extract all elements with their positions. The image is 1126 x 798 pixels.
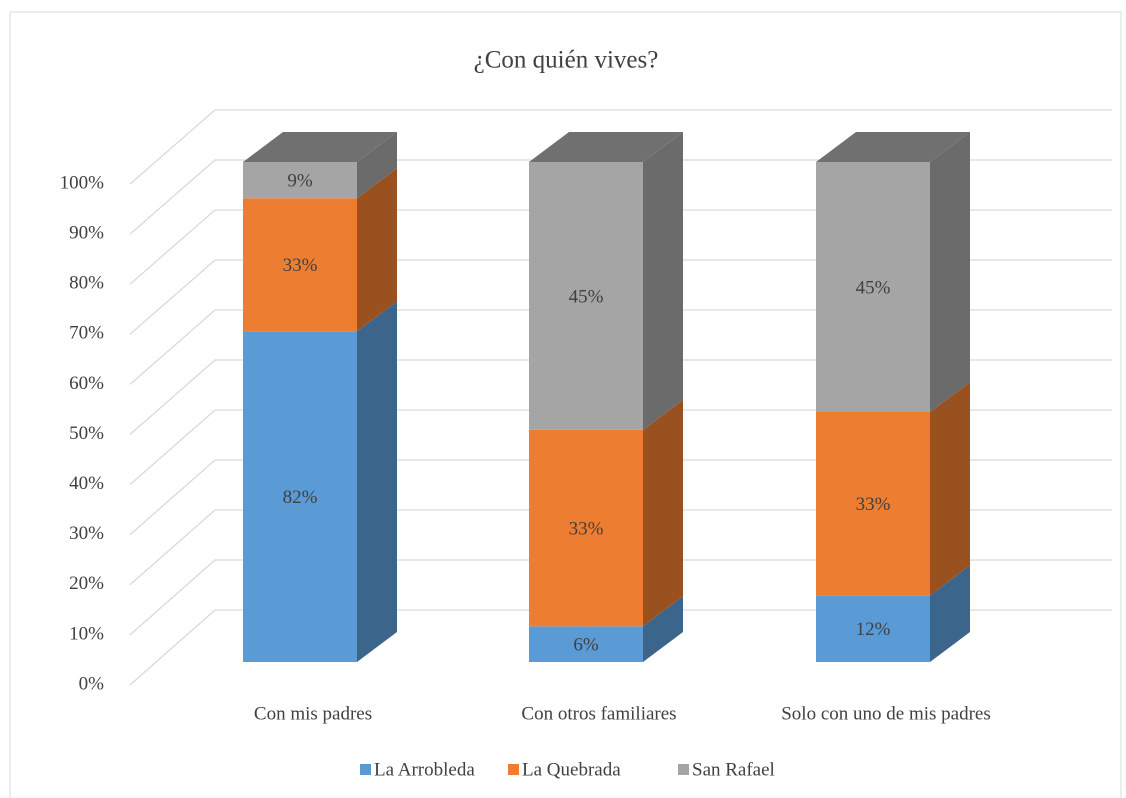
data-label: 6% [573,635,599,656]
grid-line [129,509,1112,586]
data-label: 33% [856,494,891,515]
bar [529,162,643,430]
bar-side [357,301,397,662]
bar [243,331,357,662]
chart-title: ¿Con quién vives? [474,47,659,74]
y-tick-label: 90% [69,222,104,243]
grid-line [129,559,1112,636]
bar [529,429,643,627]
data-label: 45% [569,286,604,307]
bar-side [930,565,970,662]
y-tick-label: 50% [69,423,104,444]
grid-line [129,409,1112,486]
legend-swatch [678,764,689,775]
data-label: 45% [856,277,891,298]
x-tick-label: Con mis padres [254,703,372,724]
bar-side [643,132,683,430]
x-tick-label: Con otros familiares [521,703,676,724]
bar [243,198,357,332]
x-tick-label: Solo con uno de mis padres [781,703,991,724]
legend-label: La Arrobleda [374,759,475,780]
bar [243,162,357,199]
grid-line [129,109,1112,185]
y-tick-label: 0% [79,673,105,694]
grid-line [129,309,1112,385]
y-tick-label: 80% [69,273,104,294]
y-tick-label: 40% [69,473,104,494]
legend-swatch [508,764,519,775]
grid-line [129,459,1112,536]
bar [529,626,643,662]
grid-line [129,259,1112,335]
bar-side [357,168,397,332]
bar [816,162,930,412]
y-tick-label: 60% [69,373,104,394]
bar [816,595,930,662]
bar-top [529,132,683,162]
grid-line [129,359,1112,435]
y-tick-label: 20% [69,573,104,594]
legend-label: San Rafael [692,759,775,780]
data-label: 9% [287,171,313,192]
bar-side [643,596,683,662]
bar-side [357,132,397,199]
data-label: 33% [283,255,318,276]
y-tick-label: 30% [69,523,104,544]
y-tick-label: 100% [60,172,105,193]
bar-side [643,399,683,627]
legend-label: La Quebrada [522,759,621,780]
grid-line [129,159,1112,235]
data-label: 82% [283,487,318,508]
bar-top [816,132,970,162]
bar-side [930,132,970,412]
data-label: 12% [856,619,891,640]
bar [816,412,930,596]
bar-top [243,132,397,162]
y-tick-label: 10% [69,623,104,644]
grid-line [129,209,1112,285]
legend-swatch [360,764,371,775]
grid-line [129,609,1112,686]
data-label: 33% [569,518,604,539]
bar-side [930,382,970,596]
y-tick-label: 70% [69,323,104,344]
